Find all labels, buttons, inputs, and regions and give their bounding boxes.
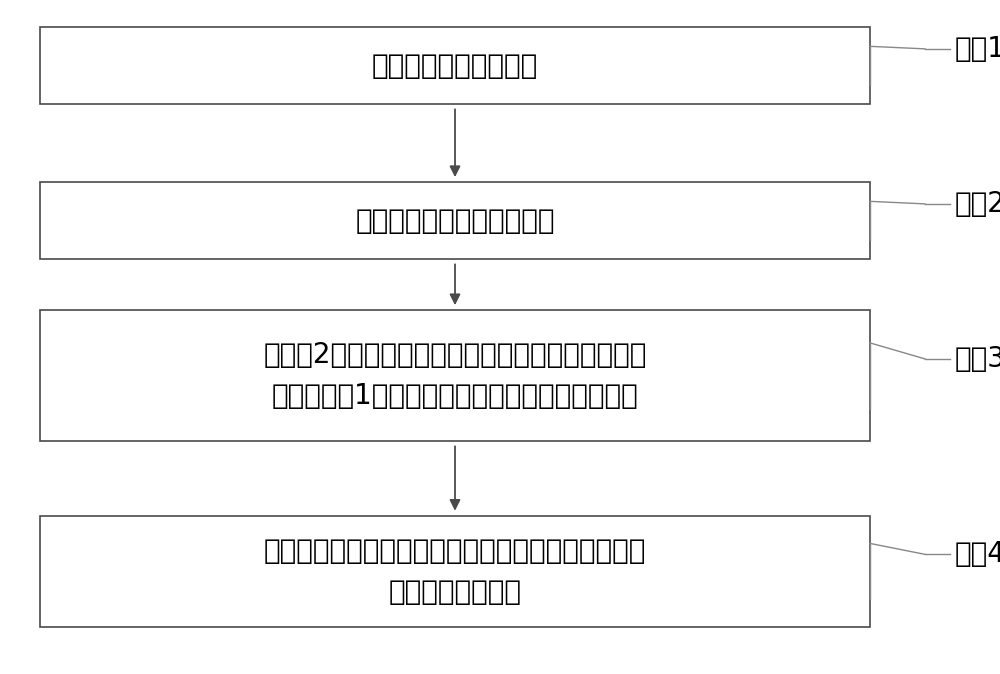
Bar — [40, 310, 870, 441]
Text: 制备二维铁电单晶材料: 制备二维铁电单晶材料 — [372, 52, 538, 80]
Text: 步骤1: 步骤1 — [955, 35, 1000, 63]
Text: 步骤2: 步骤2 — [955, 190, 1000, 218]
Text: 制备顶电极和底电极，完成基于二维铁电半导体的非
易失存储器的制备: 制备顶电极和底电极，完成基于二维铁电半导体的非 易失存储器的制备 — [264, 537, 646, 606]
Bar — [40, 516, 870, 627]
Text: 在步骤2所制备的石墨烯层上制备二维半导体材料层
并利用步骤1所制备的铁电单晶材料制备铁电薄膜: 在步骤2所制备的石墨烯层上制备二维半导体材料层 并利用步骤1所制备的铁电单晶材料… — [263, 341, 647, 410]
Bar — [40, 182, 870, 259]
Text: 在柔性衬底上制备石墨烯层: 在柔性衬底上制备石墨烯层 — [355, 207, 555, 235]
Bar — [40, 27, 870, 104]
Text: 步骤3: 步骤3 — [955, 345, 1000, 373]
Text: 步骤4: 步骤4 — [955, 541, 1000, 568]
